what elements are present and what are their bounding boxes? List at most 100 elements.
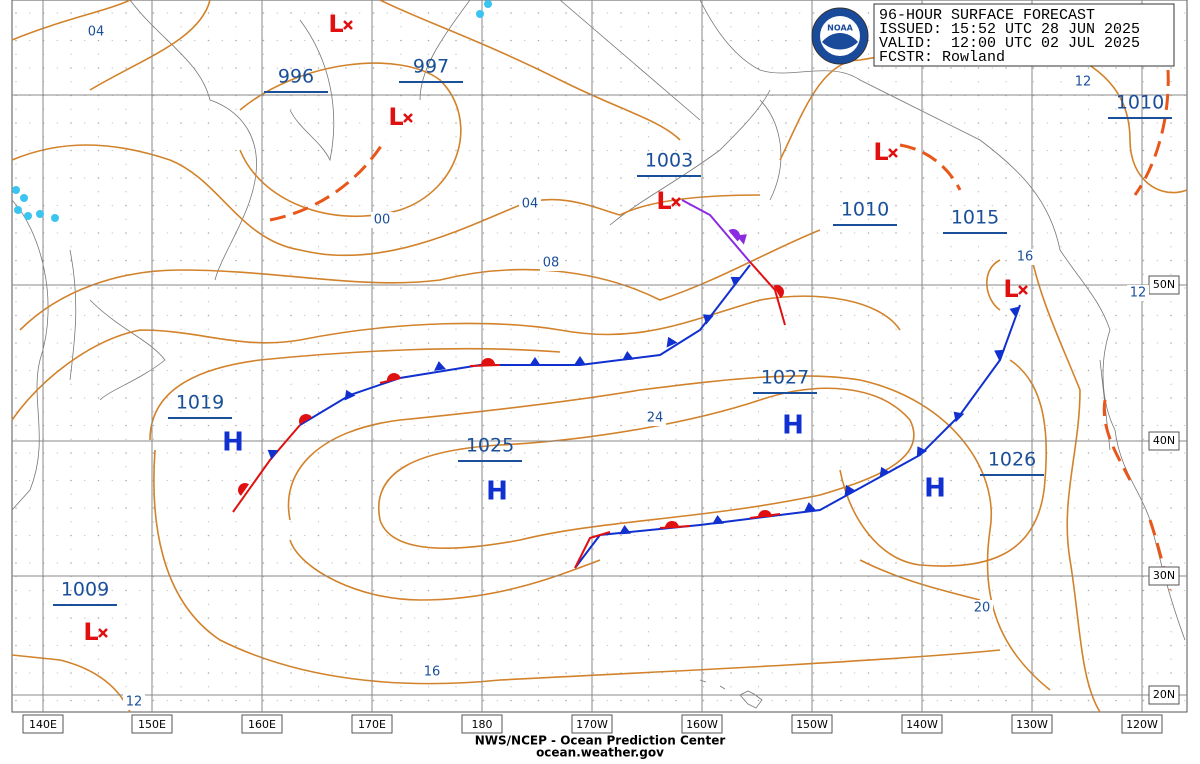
isobar-label: 16	[424, 665, 441, 680]
isobar-label-bg	[85, 24, 107, 40]
cold-front-pip	[344, 389, 356, 401]
warm-front-pip	[299, 414, 313, 425]
dew-markers	[12, 0, 492, 222]
cold-front-pip	[619, 525, 631, 535]
lat-label-box	[1148, 685, 1180, 705]
lat-label-box	[1148, 431, 1180, 451]
front-line	[574, 531, 611, 569]
lon-label-box	[1011, 714, 1053, 734]
labels: 140E 150E 160E 170E 180 170W 160W 150W 140W 130W 1…	[22, 10, 1180, 734]
isobar-label-bg	[540, 255, 562, 271]
isobar-label-bg	[1127, 285, 1149, 301]
isobar-label: 16	[1017, 250, 1034, 265]
cold-front-pip	[879, 466, 891, 478]
footer-line: ocean.weather.gov	[536, 746, 664, 760]
lat-label: 20N	[1153, 688, 1175, 701]
isobar-label-bg	[421, 664, 443, 680]
pressure-label: 996	[278, 66, 314, 88]
cold-front-pip	[712, 515, 724, 525]
logo-bird	[822, 33, 858, 50]
isobar-label: 24	[647, 411, 664, 426]
lon-label: 140E	[29, 718, 57, 731]
cold-front-pip	[434, 361, 446, 371]
cold-front-pip	[916, 446, 928, 457]
pressure-label: 1010	[841, 199, 889, 221]
pressure-label: 1015	[951, 207, 999, 229]
isobar-label-bg	[644, 410, 666, 426]
logo-text: NOAA	[827, 24, 853, 33]
lon-label-box	[351, 714, 393, 734]
lon-label-box	[1121, 714, 1163, 734]
low-center: L	[1003, 275, 1018, 303]
cold-front-pip	[666, 336, 678, 348]
cold-front-pip	[804, 502, 816, 512]
warm-front-pip	[773, 285, 784, 299]
warm-front-pip	[758, 510, 772, 517]
isobar-label-bg	[371, 212, 393, 228]
pressure-label: 1026	[988, 449, 1036, 471]
low-x	[671, 197, 681, 207]
lon-label-box	[901, 714, 943, 734]
lat-label: 50N	[1153, 278, 1175, 291]
high-center: H	[782, 411, 804, 441]
isobar-label-bg	[1014, 249, 1036, 265]
fronts	[232, 199, 1021, 569]
map-frame	[11, 0, 1188, 713]
header-line: VALID: 12:00 UTC 02 JUL 2025	[879, 35, 1140, 52]
lon-label-box	[791, 714, 833, 734]
cold-front-pip	[703, 314, 714, 325]
lon-label: 160W	[686, 718, 718, 731]
lon-label: 170E	[358, 718, 386, 731]
front-line	[232, 424, 301, 513]
lat-label: 40N	[1153, 434, 1175, 447]
isobar-label: 04	[522, 197, 539, 212]
low-center: L	[388, 103, 403, 131]
low-x	[888, 148, 898, 158]
cold-front-pip	[622, 351, 634, 361]
cold-front-pip	[529, 357, 541, 366]
lon-label-box	[22, 714, 64, 734]
cold-front-pip	[1009, 306, 1021, 318]
front-line	[681, 199, 751, 263]
cold-front-pip	[574, 356, 586, 365]
isobar-label-bg	[971, 600, 993, 616]
fine-grid	[12, 0, 1187, 712]
cold-front-pip	[267, 449, 279, 460]
isobar-label: 08	[543, 256, 560, 271]
lon-label: 140W	[906, 718, 938, 731]
pressure-label: 1027	[761, 367, 809, 389]
high-center: H	[486, 477, 508, 507]
high-center: H	[222, 428, 244, 458]
lat-label-box	[1148, 566, 1180, 586]
warm-front-pip	[387, 373, 401, 382]
lon-label-box	[681, 714, 723, 734]
isobar-label-bg	[519, 196, 541, 212]
warm-front-pip	[728, 229, 741, 242]
lon-label: 160E	[248, 718, 276, 731]
lat-label: 30N	[1153, 569, 1175, 582]
lat-lon-grid	[12, 0, 1187, 712]
isobar-label-bg	[123, 694, 145, 710]
lon-label: 120W	[1126, 718, 1158, 731]
lon-label-box	[461, 714, 503, 734]
low-x	[403, 113, 413, 123]
isobar-label-bg	[1072, 74, 1094, 90]
isobar-label: 12	[1130, 286, 1147, 301]
low-center: L	[328, 10, 343, 38]
front-line	[749, 261, 786, 326]
isobar-label: 12	[1075, 75, 1092, 90]
low-x	[1018, 285, 1028, 295]
isobar-label: 04	[88, 25, 105, 40]
header-line: ISSUED: 15:52 UTC 28 JUN 2025	[879, 21, 1140, 38]
lon-label: 150E	[138, 718, 166, 731]
pressure-label: 1003	[645, 150, 693, 172]
front-line	[469, 364, 501, 367]
pressure-label: 1010	[1116, 92, 1164, 114]
low-center: L	[83, 618, 98, 646]
low-x	[343, 20, 353, 30]
cold-front-pip	[844, 484, 856, 496]
cold-front-pip	[994, 349, 1005, 361]
coastlines	[11, 0, 1186, 709]
pressure-label: 1009	[61, 579, 109, 601]
low-center: L	[656, 187, 671, 215]
